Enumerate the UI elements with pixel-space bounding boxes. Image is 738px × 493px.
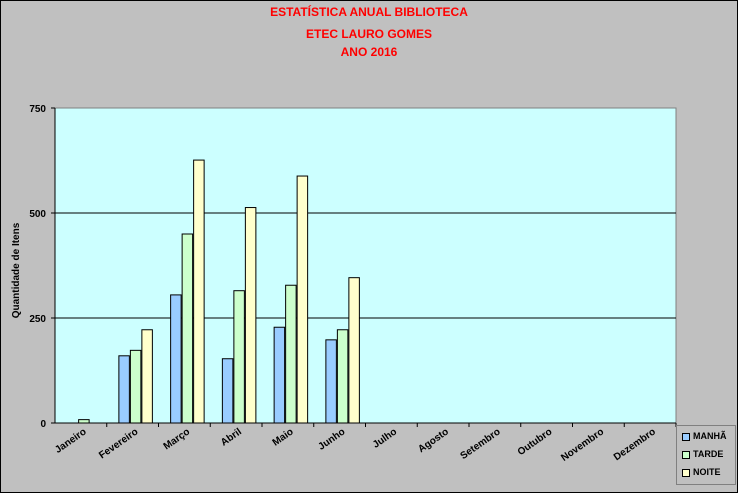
x-tick-label-6: Junho (316, 426, 347, 452)
chart-legend: MANHÃ TARDE NOITE (676, 425, 736, 485)
y-tick-label: 250 (29, 314, 46, 325)
legend-label-noite: NOITE (693, 467, 721, 477)
legend-label-tarde: TARDE (693, 449, 724, 459)
x-tick-label-10: Outubro (516, 426, 555, 458)
chart-title-line-3: ANO 2016 (340, 45, 398, 59)
chart-title-line-2: ETEC LAURO GOMES (305, 27, 432, 41)
legend-label-manha: MANHÃ (693, 431, 727, 441)
x-tick-label-4: Abril (219, 426, 244, 448)
x-tick-label-8: Agosto (416, 426, 451, 455)
bar-tarde-2 (129, 349, 142, 424)
legend-item-manha: MANHÃ (682, 431, 727, 445)
y-tick-label: 0 (40, 419, 46, 430)
legend-swatch-manha (682, 432, 690, 441)
x-tick-label-9: Setembro (459, 426, 503, 461)
x-tick-label-3: Março (162, 426, 192, 452)
legend-item-noite: NOITE (682, 467, 721, 481)
y-tick-label: 500 (29, 209, 46, 220)
bar-manh-5 (273, 326, 286, 424)
bar-noite-3 (193, 159, 205, 424)
legend-swatch-noite (682, 468, 690, 477)
chart-title-line-1: ESTATÍSTICA ANUAL BIBLIOTECA (270, 5, 468, 19)
y-axis-title: Quantidade de Itens (11, 222, 22, 318)
bar-tarde-4 (233, 290, 245, 424)
x-tick-label-1: Janeiro (53, 426, 88, 455)
bar-noite-2 (141, 329, 153, 424)
bar-tarde-6 (336, 329, 349, 424)
bar-tarde-1 (78, 419, 90, 424)
bar-manh-2 (118, 355, 130, 424)
bar-noite-6 (348, 277, 360, 424)
bar-manh-4 (221, 358, 234, 424)
x-tick-label-2: Fevereiro (97, 426, 140, 461)
legend-swatch-tarde (682, 450, 690, 459)
legend-item-tarde: TARDE (682, 449, 723, 463)
bar-manh-3 (170, 294, 182, 424)
bar-noite-5 (296, 175, 309, 424)
x-tick-label-5: Maio (271, 426, 296, 448)
bar-noite-4 (244, 207, 257, 424)
bar-tarde-3 (181, 233, 194, 424)
bar-tarde-5 (285, 284, 297, 424)
y-tick-label: 750 (29, 104, 46, 115)
x-tick-label-7: Julho (371, 426, 399, 450)
x-tick-label-12: Dezembro (612, 426, 658, 463)
x-tick-label-11: Novembro (559, 426, 606, 463)
bar-manh-6 (325, 339, 337, 424)
